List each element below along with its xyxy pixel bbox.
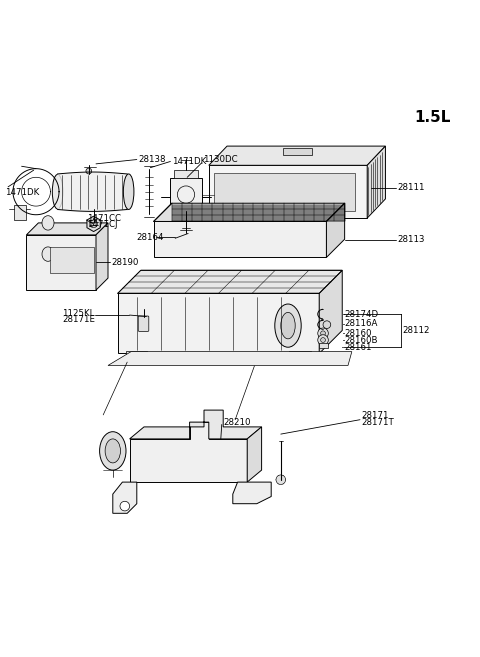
Text: 28171E: 28171E [62,315,96,325]
Bar [126,351,147,364]
Circle shape [133,354,141,362]
Polygon shape [130,410,262,439]
Polygon shape [154,221,326,258]
Polygon shape [130,422,247,482]
Text: 28174D: 28174D [345,309,379,319]
Text: 28160: 28160 [345,328,372,338]
Text: 28111: 28111 [397,183,425,193]
Polygon shape [118,294,319,353]
Text: 1471DK: 1471DK [172,157,206,166]
Bar [289,351,311,364]
Circle shape [90,220,97,228]
Text: 1130DC: 1130DC [203,154,238,164]
Polygon shape [247,427,262,482]
Circle shape [276,475,286,484]
Polygon shape [319,271,342,353]
Text: 1471DK: 1471DK [5,188,39,196]
Circle shape [318,334,328,346]
Text: 1471CC: 1471CC [87,214,121,223]
Polygon shape [26,235,96,290]
Ellipse shape [100,432,126,470]
Ellipse shape [123,174,134,210]
Bar [170,178,202,211]
Text: 28160B: 28160B [345,336,378,344]
Circle shape [318,328,328,338]
Polygon shape [118,271,342,294]
Polygon shape [50,247,94,273]
Bar [174,170,198,178]
Text: 1471CJ: 1471CJ [87,220,118,229]
Polygon shape [108,351,352,365]
Bar [283,148,312,155]
Text: 28190: 28190 [111,258,139,267]
Ellipse shape [42,247,54,261]
Text: 28210: 28210 [223,418,251,426]
Ellipse shape [105,439,120,463]
Ellipse shape [275,304,301,347]
Circle shape [321,331,325,336]
FancyBboxPatch shape [138,316,149,331]
Circle shape [120,501,130,511]
Polygon shape [87,216,100,231]
Polygon shape [26,223,108,235]
Bar [218,206,233,215]
Polygon shape [96,223,108,290]
Text: 1125KL: 1125KL [62,309,95,317]
Polygon shape [113,482,137,513]
Circle shape [323,321,331,328]
Text: 28164: 28164 [137,233,164,242]
Bar [319,343,328,348]
Text: 28171: 28171 [361,411,389,420]
Bar [14,205,25,220]
Circle shape [181,215,191,225]
Text: 28138: 28138 [138,155,166,164]
Polygon shape [326,203,345,258]
Polygon shape [154,203,345,221]
Text: 28112: 28112 [402,326,430,335]
Text: 1.5L: 1.5L [414,110,450,125]
Ellipse shape [52,174,63,209]
Text: 28113: 28113 [397,235,425,244]
Text: 28161: 28161 [345,343,372,351]
Polygon shape [209,146,385,166]
Polygon shape [367,146,385,218]
Text: 28171T: 28171T [361,418,394,426]
Polygon shape [214,173,355,211]
Ellipse shape [42,215,54,230]
Circle shape [321,338,325,342]
Ellipse shape [281,313,295,339]
Circle shape [86,168,92,174]
Polygon shape [209,166,367,218]
Polygon shape [276,476,286,484]
Polygon shape [233,482,271,504]
Text: 28116A: 28116A [345,319,378,328]
Circle shape [296,354,304,362]
